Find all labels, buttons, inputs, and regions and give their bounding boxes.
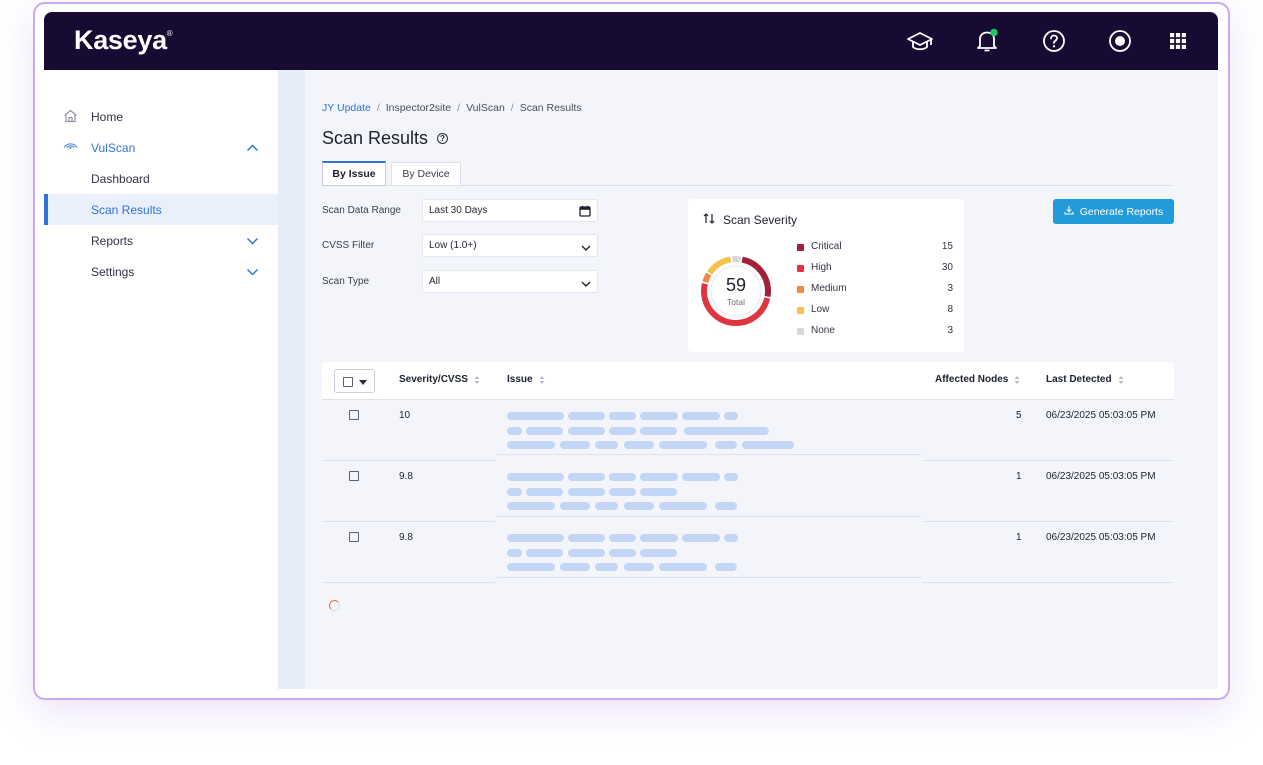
last-detected-value: 06/23/2025 05:03:05 PM (1046, 471, 1156, 482)
breadcrumb-jy-update[interactable]: JY Update (322, 102, 371, 114)
row-checkbox[interactable] (349, 471, 359, 481)
legend-none: None 3 (797, 325, 953, 339)
severity-total: 59 (725, 275, 747, 295)
select-all-checkbox[interactable] (343, 377, 353, 387)
home-icon (63, 109, 78, 126)
sort-icon (474, 375, 480, 384)
graduation-cap-icon[interactable] (906, 27, 934, 55)
donut-segment-none (701, 256, 771, 326)
sidebar-item-dashboard[interactable]: Dashboard (91, 171, 150, 186)
chevron-down-icon (581, 243, 591, 254)
table-header: Severity/CVSS Issue Affected Nodes Last … (322, 362, 1174, 400)
eye-icon (63, 140, 78, 157)
page-title: Scan Results ? (322, 128, 449, 149)
sidebar-item-vulscan[interactable]: VulScan (44, 132, 278, 163)
sidebar-divider (278, 70, 305, 689)
cvss-filter-label: CVSS Filter (322, 240, 375, 251)
affected-nodes-value: 1 (1016, 471, 1022, 482)
sidebar-item-home[interactable]: Home (44, 101, 278, 132)
scan-severity-card: Scan Severity 59 Total Critical 15 High 30… (688, 199, 964, 352)
row-checkbox[interactable] (349, 532, 359, 542)
sidebar-item-reports[interactable]: Reports (44, 225, 278, 256)
sidebar-item-scan-results[interactable]: Scan Results (44, 194, 278, 225)
scan-data-range-label: Scan Data Range (322, 205, 401, 216)
table-row[interactable]: 10 5 06/23/2025 05:03:05 PM (322, 400, 1174, 461)
sort-icon (1014, 375, 1020, 384)
last-detected-value: 06/23/2025 05:03:05 PM (1046, 532, 1156, 543)
donut-segment-critical (701, 256, 771, 326)
chevron-down-icon (581, 279, 591, 290)
main-content: JY Update / Inspector2site / VulScan / S… (305, 70, 1218, 689)
cvss-filter-select[interactable]: Low (1.0+) (422, 234, 598, 257)
legend-high: High 30 (797, 262, 953, 276)
breadcrumb-scan-results: Scan Results (519, 102, 582, 114)
kaseya-logo[interactable]: Kaseya® (74, 25, 173, 55)
table-row[interactable]: 9.8 1 06/23/2025 05:03:05 PM (322, 461, 1174, 522)
loading-spinner (329, 600, 340, 611)
severity-value: 10 (399, 410, 411, 421)
scan-data-range-input[interactable]: Last 30 Days (422, 199, 598, 222)
severity-value: 9.8 (399, 532, 413, 543)
affected-nodes-value: 5 (1016, 410, 1022, 421)
caret-down-icon (359, 380, 367, 385)
chevron-down-icon[interactable] (246, 234, 259, 248)
help-icon[interactable] (1040, 27, 1068, 55)
scan-severity-title: Scan Severity (703, 213, 797, 227)
chevron-down-icon[interactable] (246, 265, 259, 279)
sort-icon (1118, 375, 1124, 384)
column-header-affected-nodes[interactable]: Affected Nodes (935, 374, 1020, 385)
tab-by-device[interactable]: By Device (391, 162, 461, 186)
donut-center (710, 265, 762, 317)
severity-donut-chart (701, 256, 771, 326)
scan-type-label: Scan Type (322, 276, 370, 287)
severity-total-label: Total (727, 297, 745, 307)
download-icon (1064, 205, 1074, 218)
severity-value: 9.8 (399, 471, 413, 482)
table-row[interactable]: 9.8 1 06/23/2025 05:03:05 PM (322, 522, 1174, 583)
last-detected-value: 06/23/2025 05:03:05 PM (1046, 410, 1156, 421)
column-header-issue[interactable]: Issue (507, 374, 545, 385)
breadcrumb-vulscan[interactable]: VulScan (466, 102, 505, 114)
chevron-up-icon[interactable] (246, 141, 259, 155)
bell-icon[interactable] (973, 27, 1001, 55)
sort-icon (539, 375, 545, 384)
tab-by-issue[interactable]: By Issue (322, 161, 386, 186)
row-checkbox[interactable] (349, 410, 359, 420)
apps-grid-icon[interactable] (1164, 27, 1192, 55)
legend-critical: Critical 15 (797, 241, 953, 255)
scan-type-select[interactable]: All (422, 270, 598, 293)
breadcrumb: JY Update / Inspector2site / VulScan / S… (322, 102, 582, 114)
view-tabs: By Issue By Device (322, 161, 1174, 186)
select-all-dropdown[interactable] (334, 369, 375, 393)
column-header-severity[interactable]: Severity/CVSS (399, 374, 480, 385)
generate-reports-button[interactable]: Generate Reports (1053, 199, 1174, 224)
help-circle-icon[interactable]: ? (437, 133, 449, 144)
calendar-icon[interactable] (579, 205, 591, 220)
sidebar-item-settings[interactable]: Settings (44, 256, 278, 287)
legend-medium: Medium 3 (797, 283, 953, 297)
breadcrumb-inspector2site[interactable]: Inspector2site (385, 102, 452, 114)
donut-segment-high (701, 256, 771, 326)
column-header-last-detected[interactable]: Last Detected (1046, 374, 1124, 385)
affected-nodes-value: 1 (1016, 532, 1022, 543)
user-icon[interactable] (1106, 27, 1134, 55)
legend-low: Low 8 (797, 304, 953, 318)
filter-sliders-icon (703, 213, 715, 227)
top-bar: Kaseya® (44, 12, 1218, 70)
app-window: Kaseya® Home VulScan (44, 12, 1218, 689)
sidebar: Home VulScan Dashboard Scan Results Repo… (44, 70, 278, 689)
